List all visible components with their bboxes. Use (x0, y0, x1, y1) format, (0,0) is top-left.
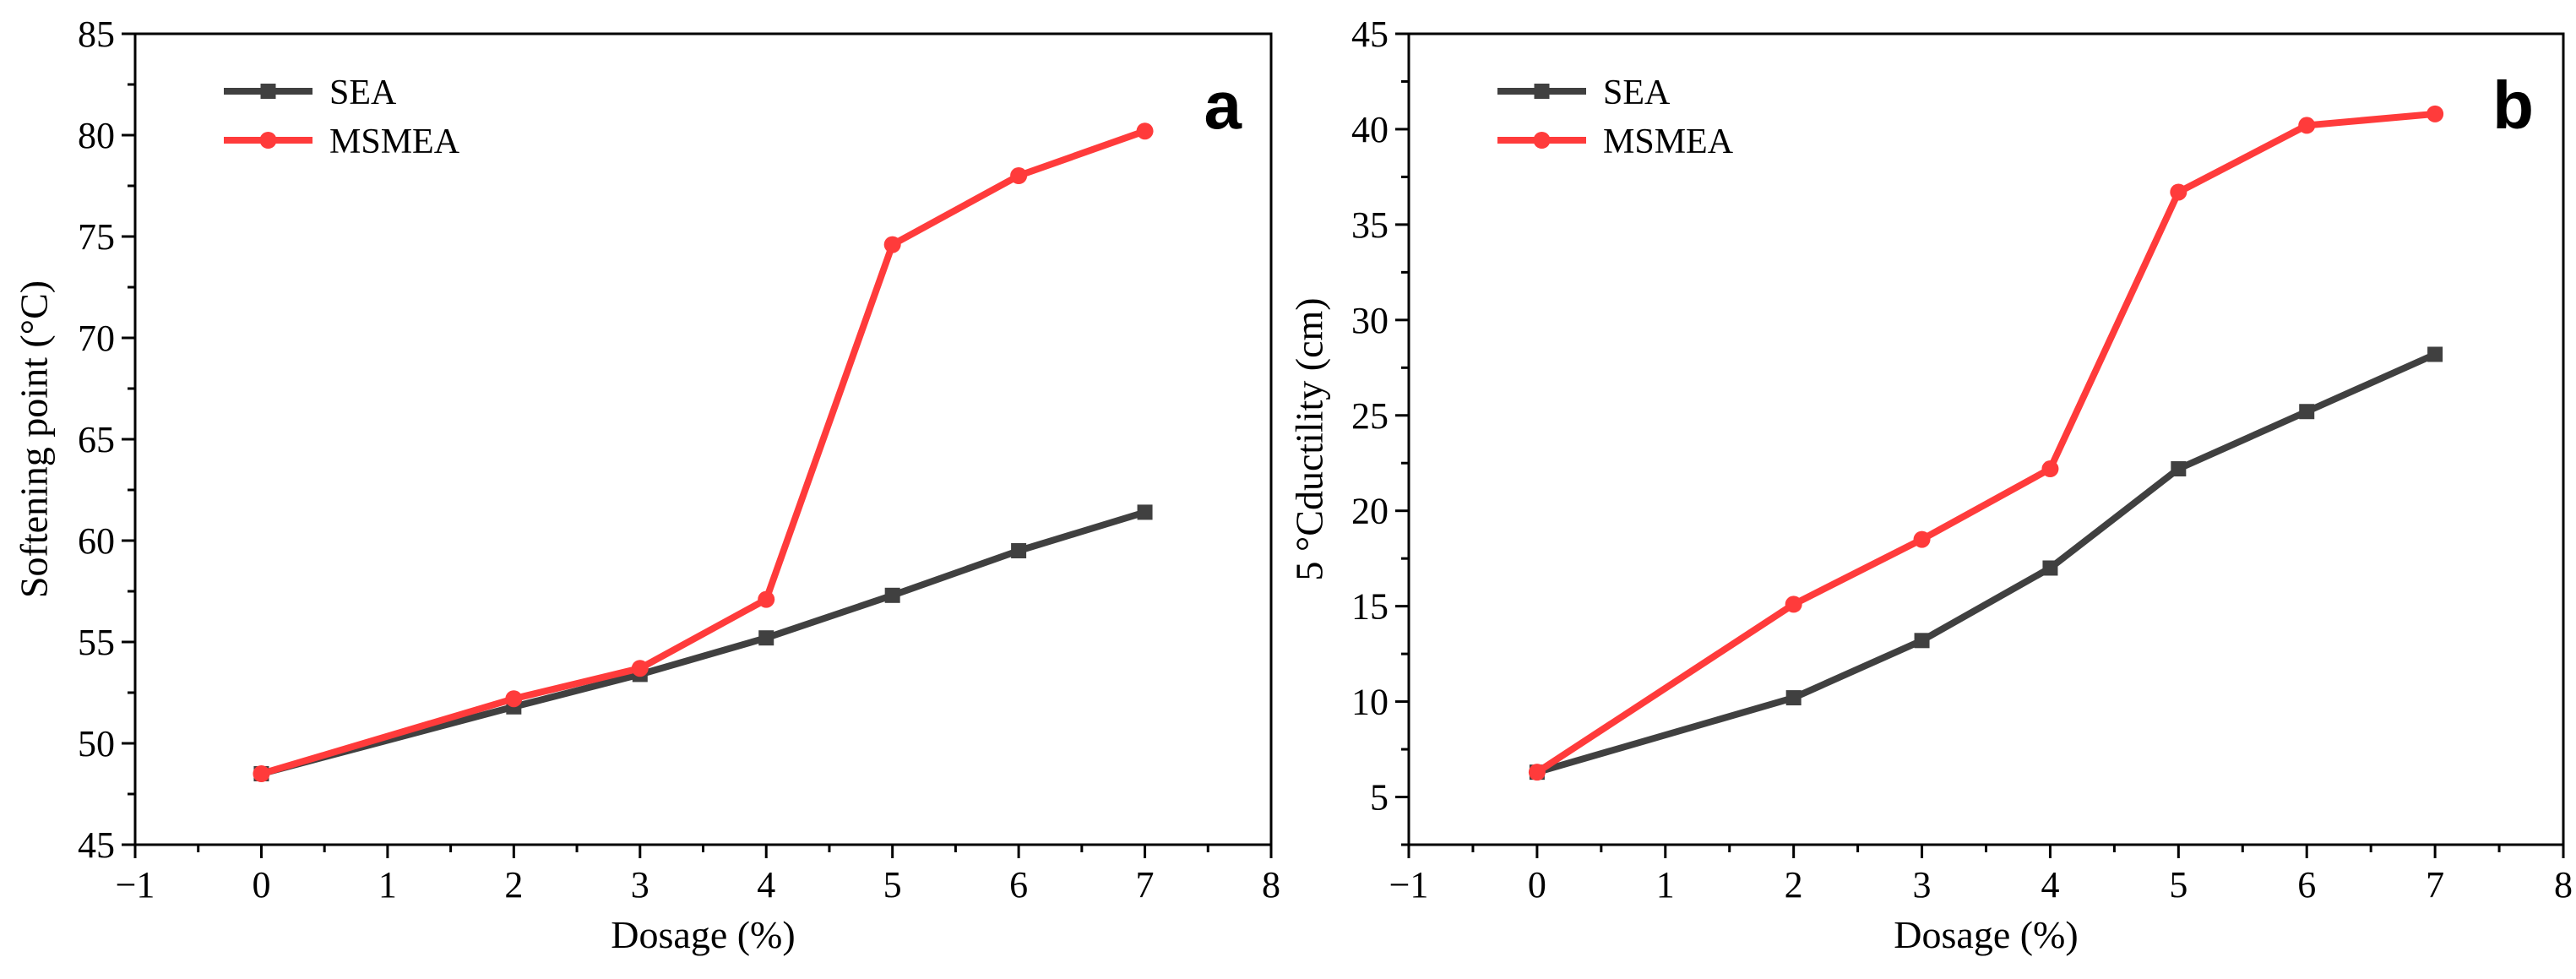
panel-b-x-axis-title: Dosage (%) (1894, 913, 2078, 956)
panel-b-series-sea-point (2427, 346, 2443, 362)
panel-a-series-msmea-point (883, 236, 901, 253)
panel-b-series-msmea-line (1535, 110, 2436, 775)
panel-a-series-msmea-point (631, 660, 649, 677)
panel-a-x-tick-label: 3 (631, 864, 649, 906)
panel-b-y-tick-label: 30 (1351, 300, 1389, 341)
panel-a-y-tick-label: 65 (78, 419, 115, 460)
panel-a-plot-frame (133, 32, 1273, 846)
panel-a-series-sea-point (884, 587, 900, 603)
panel-a-x-tick-label: 6 (1009, 864, 1028, 906)
panel-a-series-sea-point (1011, 543, 1027, 558)
panel-a-x-tick-label: 1 (378, 864, 397, 906)
panel-b-y-tick-label: 45 (1351, 14, 1389, 55)
panel-a-series-msmea-point (253, 765, 270, 782)
panel-a-series-msmea-point (505, 690, 523, 708)
panel-a-x-tick-label: 4 (757, 864, 775, 906)
panel-b-x-tick-label: 7 (2426, 864, 2444, 906)
panel-b-series-msmea-point (1528, 764, 1546, 781)
panel-b-x-tick-label: −1 (1389, 864, 1429, 906)
panel-label: a (1204, 68, 1242, 143)
panel-a-x-tick-label: −1 (116, 864, 155, 906)
panel-a-series-msmea-point (1136, 122, 1154, 140)
panel-a-series-msmea-point (758, 590, 775, 608)
legend-sea-marker (1534, 84, 1550, 99)
panel-b-series-sea-point (1914, 633, 1930, 649)
legend-sea-label: SEA (329, 73, 397, 112)
panel-a-y-tick-label: 70 (78, 318, 115, 359)
panel-a-series-sea-point (758, 630, 774, 646)
panel-b-series-sea-point (2171, 461, 2187, 477)
panel-b-series-msmea-point (1913, 530, 1931, 548)
panel-a-y-tick-label: 60 (78, 520, 115, 562)
panel-b-x-tick-label: 1 (1656, 864, 1675, 906)
panel-b-series-msmea-point (2041, 460, 2059, 478)
panel-b-y-tick-label: 15 (1351, 586, 1389, 628)
panel-a-x-tick-label: 7 (1136, 864, 1155, 906)
panel-b-x-tick-label: 2 (1785, 864, 1803, 906)
panel-b-x-tick-label: 3 (1913, 864, 1932, 906)
panel-a-y-tick-label: 50 (78, 723, 115, 764)
legend-msmea-marker (259, 132, 277, 149)
panel-a-y-axis-title: Softening point (°C) (13, 280, 56, 598)
panel-b-x-tick-label: 5 (2169, 864, 2187, 906)
panel-a-series-msmea-line (260, 128, 1146, 777)
legend-msmea-label: MSMEA (329, 122, 460, 161)
panel-b-plot-frame (1407, 32, 2565, 846)
panel-a-x-tick-label: 2 (504, 864, 523, 906)
panel-b-x-tick-label: 6 (2297, 864, 2316, 906)
panel-a-series-sea-point (1137, 504, 1153, 520)
panel-b-x-tick-label: 4 (2041, 864, 2059, 906)
panel-b-series-msmea-point (2427, 105, 2444, 122)
panel-b-y-tick-label: 25 (1351, 395, 1389, 437)
panel-b-x-tick-label: 8 (2554, 864, 2573, 906)
panel-a-y-tick-label: 75 (78, 216, 115, 258)
panel-b-y-tick-label: 35 (1351, 204, 1389, 246)
legend-sea-label: SEA (1603, 73, 1671, 112)
panel-b-series-msmea-point (1785, 596, 1802, 613)
panel-b-series-sea-point (2042, 560, 2058, 576)
panel-a-x-axis-title: Dosage (%) (611, 913, 795, 956)
panel-b-y-tick-label: 5 (1370, 777, 1389, 819)
panel-a-x-tick-label: 8 (1262, 864, 1280, 906)
panel-a-y-tick-label: 55 (78, 622, 115, 663)
panel-b-series-msmea-point (2170, 183, 2187, 201)
panel-a-x-tick-label: 0 (252, 864, 270, 906)
panel-b-y-tick-label: 20 (1351, 491, 1389, 532)
panel-a-series-msmea-point (1010, 167, 1028, 184)
panel-a-y-tick-label: 85 (78, 14, 115, 55)
panel-b-y-tick-label: 10 (1351, 682, 1389, 723)
panel-b-series-sea-point (2299, 404, 2315, 420)
legend-msmea-label: MSMEA (1603, 122, 1734, 161)
panel-b-series-msmea-point (2298, 117, 2316, 134)
legend-sea-marker (260, 84, 276, 99)
legend-msmea-marker (1533, 132, 1551, 149)
panel-a-y-tick-label: 80 (78, 115, 115, 156)
panel-b-y-axis-title: 5 °Cductility (cm) (1288, 297, 1331, 580)
panel-b-y-tick-label: 40 (1351, 109, 1389, 150)
panel-label: b (2492, 68, 2534, 143)
panel-b-series-sea-point (1785, 690, 1802, 706)
panel-b-x-tick-label: 0 (1528, 864, 1546, 906)
panel-a-x-tick-label: 5 (883, 864, 902, 906)
panel-a-y-tick-label: 45 (78, 824, 115, 866)
